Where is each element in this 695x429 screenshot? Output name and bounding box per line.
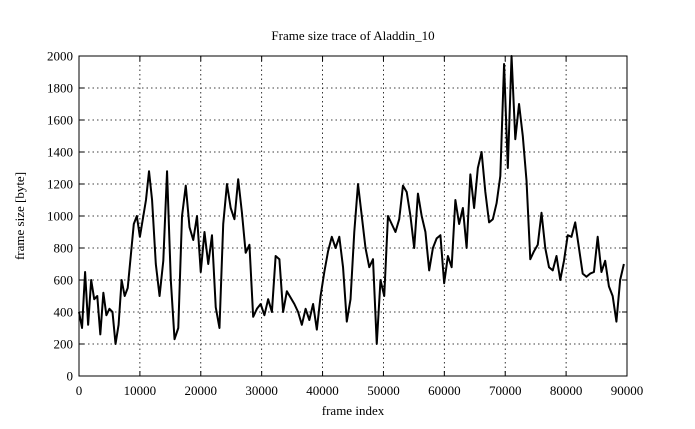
y-tick-label: 1200	[47, 177, 73, 192]
y-tick-label: 400	[54, 305, 74, 320]
x-tick-label: 40000	[306, 383, 339, 398]
x-axis-label: frame index	[322, 403, 385, 418]
x-tick-label: 0	[76, 383, 83, 398]
x-tick-label: 70000	[489, 383, 522, 398]
x-tick-label: 10000	[124, 383, 157, 398]
plot-frame	[78, 55, 628, 377]
y-axis-label: frame size [byte]	[12, 172, 27, 260]
x-tick-label: 50000	[367, 383, 400, 398]
y-tick-label: 1000	[47, 209, 73, 224]
x-tick-label: 60000	[428, 383, 461, 398]
y-tick-label: 1800	[47, 81, 73, 96]
y-tick-label: 1600	[47, 113, 73, 128]
x-tick-label: 90000	[611, 383, 644, 398]
y-tick-label: 800	[54, 241, 74, 256]
y-tick-label: 0	[67, 369, 74, 384]
x-tick-label: 80000	[550, 383, 583, 398]
x-tick-label: 20000	[185, 383, 218, 398]
y-tick-label: 1400	[47, 145, 73, 160]
y-tick-label: 600	[54, 273, 74, 288]
y-tick-label: 2000	[47, 49, 73, 64]
y-tick-label: 200	[54, 337, 74, 352]
x-tick-label: 30000	[245, 383, 278, 398]
chart-title: Frame size trace of Aladdin_10	[271, 28, 434, 43]
data-line	[78, 55, 625, 345]
